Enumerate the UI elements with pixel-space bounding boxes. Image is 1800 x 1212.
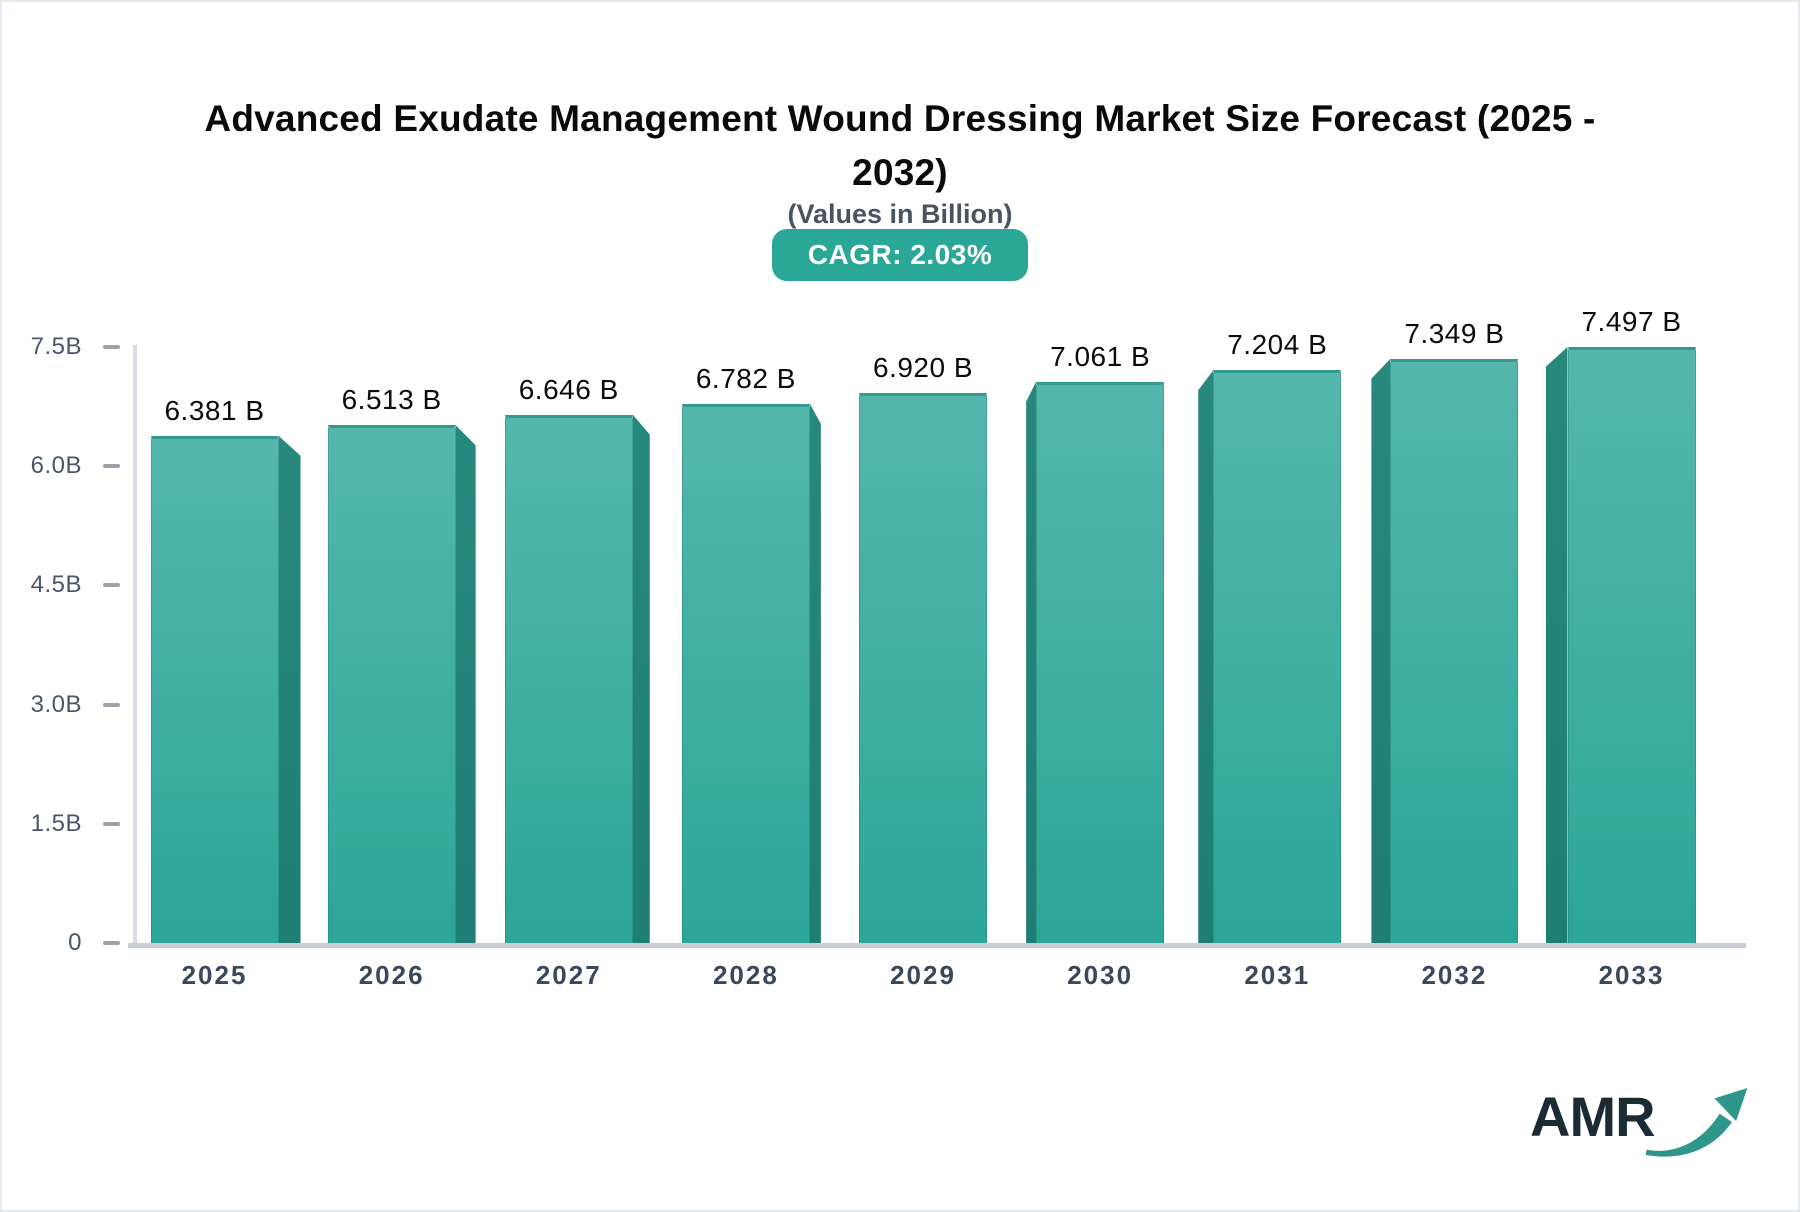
bar-value-label: 7.497 B <box>1581 305 1682 337</box>
y-tick-label: 4.5B <box>30 571 82 599</box>
amr-logo: AMR <box>1530 1084 1770 1174</box>
bar-side-face <box>1545 346 1568 943</box>
chart-subtitle: (Values in Billion) <box>787 199 1013 229</box>
x-axis-label: 2029 <box>890 960 956 990</box>
bar-2025 <box>150 435 279 943</box>
cagr-badge: CAGR: 2.03% <box>771 229 1029 281</box>
bar-side-face <box>1198 370 1214 943</box>
growth-arrow-icon <box>1645 1088 1748 1157</box>
bar-2033 <box>1567 346 1696 943</box>
bar-value-label: 6.646 B <box>518 373 619 405</box>
y-tick-dash <box>103 464 120 468</box>
bar-value-label: 6.381 B <box>164 394 265 426</box>
bar-value-label: 7.204 B <box>1227 329 1328 361</box>
y-tick-label: 3.0B <box>30 690 82 718</box>
y-tick-dash <box>103 344 120 349</box>
bar-2028 <box>681 403 810 943</box>
bar-value-label: 6.920 B <box>872 351 974 383</box>
amr-logo-text: AMR <box>1530 1085 1656 1148</box>
bar-value-label: 6.513 B <box>341 384 442 416</box>
x-axis-label: 2030 <box>1067 960 1134 990</box>
x-axis-label: 2027 <box>535 960 602 990</box>
bar-2027 <box>504 414 633 943</box>
x-axis-label: 2033 <box>1598 960 1665 990</box>
y-tick-dash <box>103 941 120 945</box>
bar-side-face <box>455 425 476 943</box>
bar-value-label: 7.061 B <box>1050 340 1151 372</box>
y-tick-dash <box>103 702 120 707</box>
x-axis-label: 2025 <box>181 960 248 990</box>
bar-side-face <box>1026 381 1037 943</box>
bar-value-label: 7.349 B <box>1404 317 1505 349</box>
y-tick-label: 0 <box>68 929 82 956</box>
bar-2031 <box>1213 370 1342 943</box>
x-axis-label: 2026 <box>358 960 425 990</box>
x-axis-label: 2032 <box>1421 960 1488 990</box>
y-tick-dash <box>103 821 120 826</box>
cagr-badge-container: CAGR: 2.03% <box>2 229 1798 281</box>
y-tick-label: 7.5B <box>30 332 82 360</box>
bar-side-face <box>632 414 650 943</box>
bar-2032 <box>1390 358 1519 943</box>
y-tick-label: 1.5B <box>30 809 82 837</box>
x-axis-label: 2031 <box>1244 960 1311 990</box>
x-axis-label: 2028 <box>712 960 779 990</box>
chart-title: Advanced Exudate Management Wound Dressi… <box>204 98 1596 193</box>
y-tick-dash <box>103 583 120 588</box>
y-axis-line <box>133 345 137 945</box>
bar-side-face <box>278 435 301 943</box>
bar-2030 <box>1036 381 1165 943</box>
bar-2029 <box>859 392 987 943</box>
bar-value-label: 6.782 B <box>695 362 796 394</box>
bar-side-face <box>809 403 821 943</box>
bar-2026 <box>327 425 456 943</box>
x-axis-line <box>128 943 1746 948</box>
y-tick-label: 6.0B <box>30 452 82 479</box>
bar-side-face <box>1371 358 1391 943</box>
